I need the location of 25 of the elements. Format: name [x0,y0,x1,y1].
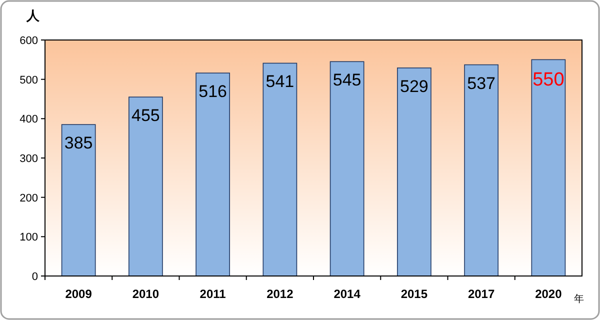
y-tick-label: 400 [20,114,38,126]
x-tick-label: 2015 [400,287,428,301]
y-tick-label: 0 [32,271,38,283]
x-tick-label: 2011 [200,287,226,301]
data-label: 541 [266,72,294,92]
y-tick-label: 300 [20,153,38,165]
data-label: 537 [467,74,496,93]
y-tick-label: 100 [20,232,38,244]
data-label: 455 [132,106,160,126]
x-tick-label: 2010 [132,287,160,301]
y-tick-label: 600 [20,35,38,47]
x-axis-title: 年 [574,293,584,305]
x-tick-label: 2020 [535,287,562,301]
data-label: 529 [400,76,428,96]
data-label: 516 [198,82,227,102]
data-label: 545 [332,70,362,90]
x-tick-label: 2017 [468,287,495,301]
y-axis-title: 人 [26,8,40,23]
x-tick-label: 2009 [65,287,92,301]
x-tick-label: 2012 [266,287,294,301]
y-tick-label: 200 [20,192,38,204]
x-tick-label: 2014 [334,287,361,301]
y-tick-label: 500 [20,74,38,86]
data-label: 385 [64,134,93,153]
data-label: 550 [532,70,564,91]
